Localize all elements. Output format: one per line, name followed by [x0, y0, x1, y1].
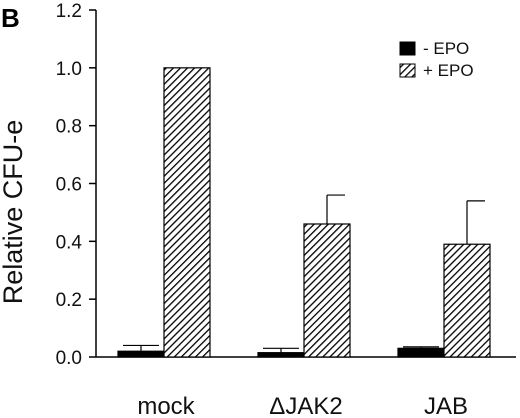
y-tick-label: 1.2: [56, 1, 82, 22]
legend-swatch: [399, 41, 416, 56]
bar-plus-epo: [303, 223, 351, 358]
x-tick-label: ΔJAK2: [269, 393, 342, 418]
y-tick-label: 0.6: [56, 175, 82, 196]
error-bars: [123, 194, 485, 353]
bar-plus-epo: [163, 67, 211, 358]
legend-label: - EPO: [423, 39, 469, 58]
panel-letter: B: [1, 3, 20, 33]
legend: - EPO + EPO: [399, 39, 474, 80]
bar-plus-epo: [443, 243, 491, 358]
y-tick-label: 0.2: [56, 290, 82, 311]
y-ticks: 0.0 0.2 0.4 0.6 0.8 1.0 1.2: [56, 1, 96, 369]
bar-minus-epo: [397, 347, 445, 358]
y-tick-label: 0.4: [56, 232, 83, 253]
x-tick-labels: mock ΔJAK2 JAB: [137, 393, 468, 418]
y-tick-label: 0.0: [56, 348, 82, 369]
x-tick-label: mock: [137, 393, 195, 418]
y-axis-title: Relative CFU-e: [0, 120, 28, 305]
legend-swatch: [399, 63, 416, 78]
bar-minus-epo: [257, 352, 305, 358]
legend-label: + EPO: [423, 61, 474, 80]
x-tick-label: JAB: [424, 393, 468, 418]
y-tick-label: 1.0: [56, 59, 82, 80]
bars: [117, 67, 491, 358]
bar-minus-epo: [117, 350, 165, 358]
y-tick-label: 0.8: [56, 117, 82, 138]
